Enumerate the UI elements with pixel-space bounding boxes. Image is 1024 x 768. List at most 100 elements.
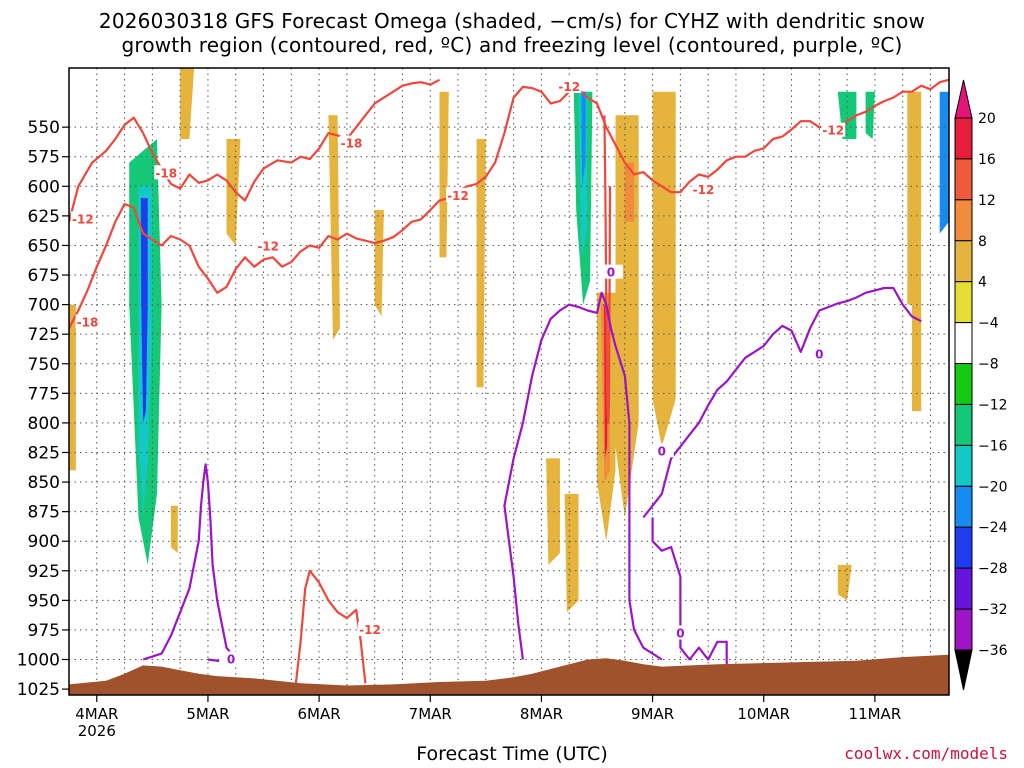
omega-shade-38	[939, 91, 949, 234]
terrain-polygon	[69, 654, 949, 695]
red-contour-label-7-bg	[821, 122, 846, 137]
red-contour-minus12	[69, 78, 949, 329]
omega-shade-14	[532, 91, 560, 459]
colorbar-swatch-7	[954, 403, 973, 446]
y-tick-label-900: 900	[28, 532, 60, 552]
red-contour-label-1: -18	[341, 137, 363, 151]
omega-shade-28	[638, 91, 648, 542]
y-tick-label-550: 550	[28, 118, 60, 138]
red-contour-label-9-bg	[75, 314, 100, 329]
colorbar-label-6: −8	[978, 357, 999, 373]
colorbar-swatch-6	[954, 363, 973, 405]
red-contour-label-3-bg	[256, 238, 281, 253]
x-tick-label-4: 8MAR	[520, 705, 563, 723]
colorbar-label-3: 8	[978, 234, 987, 250]
red-contour-minus18	[69, 78, 441, 223]
y-tick-label-600: 600	[28, 177, 60, 197]
x-tick-label-5: 9MAR	[631, 705, 674, 723]
colorbar-swatch-3	[954, 240, 973, 283]
omega-shading	[69, 68, 949, 613]
colorbar-swatch-0	[954, 117, 973, 160]
colorbar-label-8: −16	[978, 438, 1008, 454]
colorbar-bottom-arrow	[954, 649, 973, 691]
omega-shade-26	[652, 91, 676, 447]
x-tick-label-3: 7MAR	[409, 705, 452, 723]
red-contour-label-6-bg	[691, 181, 716, 196]
colorbar-label-11: −28	[978, 561, 1008, 577]
y-tick-label-875: 875	[28, 503, 60, 523]
y-tick-label-700: 700	[28, 296, 60, 316]
purple-contour-label-4-bg	[807, 346, 832, 361]
x-tick-label-1: 5MAR	[186, 705, 229, 723]
red-contour-label-6: -12	[693, 183, 715, 197]
y-tick-label-625: 625	[28, 207, 60, 227]
omega-shade-11	[374, 210, 384, 317]
purple-contour-label-1-bg	[598, 264, 623, 279]
plot-axes: 550 575 600 625 650 675 700 725 750 775 800 825 850 8…	[17, 67, 950, 740]
red-contour-label-2-bg	[70, 211, 95, 226]
red-contour-label-8: -12	[359, 623, 381, 637]
red-contour-label-0: -18	[155, 166, 177, 180]
y-tick-label-800: 800	[28, 414, 60, 434]
omega-shade-31	[782, 351, 792, 447]
y-tick-label-1025: 1025	[17, 680, 60, 700]
y-tick-label-975: 975	[28, 621, 60, 641]
contour-lines: -18 -18 -12 -12 -12 -12 -12 -12 -12 -18 0 0 0 0 0	[69, 78, 949, 684]
red-contour-label-2: -12	[72, 212, 94, 226]
omega-shade-25	[624, 162, 635, 222]
omega-shade-7	[180, 68, 195, 139]
purple-contour-label-3-bg	[668, 625, 693, 640]
red-contour-label-1-bg	[339, 135, 364, 150]
omega-shade-33	[851, 280, 861, 483]
omega-shade-37	[907, 91, 922, 305]
colorbar-swatch-5	[954, 322, 973, 365]
y-tick-label-950: 950	[28, 591, 60, 611]
red-contour-label-9: -18	[77, 315, 99, 329]
omega-shade-39	[921, 233, 949, 305]
red-contour-label-3: -12	[257, 240, 279, 254]
red-contour-label-5: -12	[558, 80, 580, 94]
x-tick-sublabel-0: 2026	[78, 722, 116, 740]
purple-contour-label-2: 0	[658, 444, 666, 458]
colorbar-swatch-10	[954, 526, 973, 569]
colorbar-label-9: −20	[978, 479, 1008, 495]
y-tick-label-650: 650	[28, 236, 60, 256]
credit-link[interactable]: coolwx.com/models	[844, 744, 1008, 763]
purple-contour-label-1: 0	[607, 266, 615, 280]
colorbar-label-4: 4	[978, 275, 987, 291]
y-tick-label-575: 575	[28, 148, 60, 168]
omega-shade-42	[935, 422, 949, 447]
colorbar-label-7: −12	[978, 397, 1008, 413]
colorbar-label-5: −4	[978, 316, 999, 332]
plot-frame	[68, 67, 950, 696]
chart-title-line2: growth region (contoured, red, ºC) and f…	[121, 33, 903, 57]
omega-shade-18	[581, 91, 586, 187]
colorbar-swatch-11	[954, 567, 973, 610]
omega-shade-29	[680, 91, 695, 187]
omega-shade-27	[661, 280, 672, 352]
chart-title-line1: 2026030318 GFS Forecast Omega (shaded, −…	[98, 9, 926, 33]
colorbar-label-2: 12	[978, 193, 996, 209]
purple-contour-label-2-bg	[649, 443, 674, 458]
omega-shade-40	[911, 304, 922, 412]
purple-contour-zero-1	[142, 463, 237, 663]
omega-shade-41	[837, 564, 852, 601]
colorbar-label-10: −24	[978, 520, 1008, 536]
omega-shade-10	[328, 115, 340, 341]
omega-shade-20	[564, 493, 579, 613]
x-tick-label-6: 10MAR	[737, 705, 790, 723]
colorbar-label-13: −36	[978, 643, 1008, 659]
colorbar-swatch-2	[954, 199, 973, 242]
purple-contour-label-0: 0	[227, 653, 235, 667]
colorbar-top-arrow	[954, 79, 973, 119]
y-tick-label-675: 675	[28, 266, 60, 286]
purple-contour-label-4: 0	[815, 347, 823, 361]
y-tick-label-850: 850	[28, 473, 60, 493]
colorbar-swatch-8	[954, 444, 973, 487]
red-contour-label-4-bg	[446, 187, 471, 202]
omega-shade-13	[476, 139, 486, 388]
omega-shade-6	[69, 304, 76, 471]
colorbar-swatch-4	[954, 281, 973, 324]
red-contour-label-7: -12	[822, 124, 844, 138]
